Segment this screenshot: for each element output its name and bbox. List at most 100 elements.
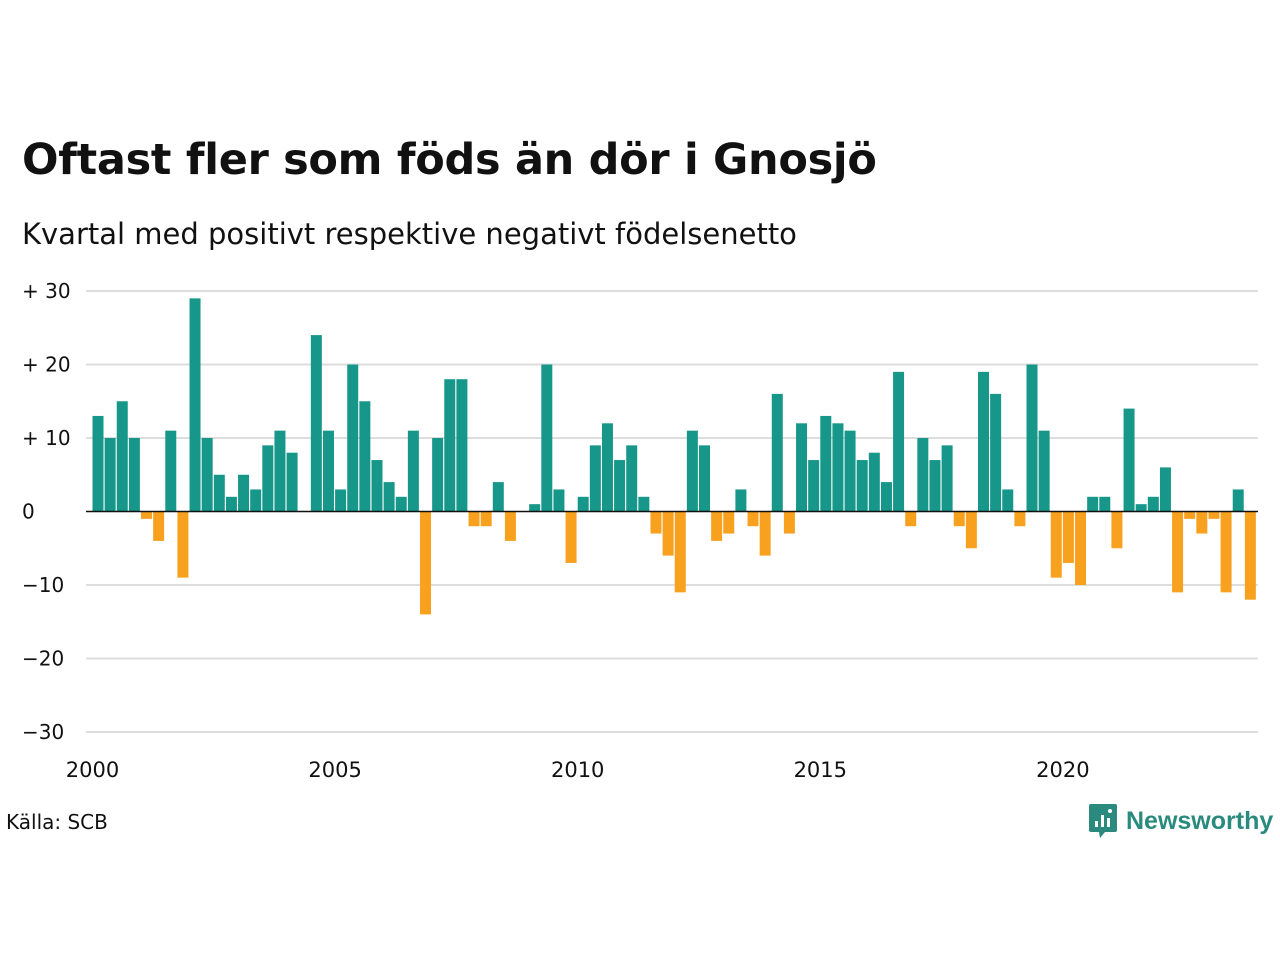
bar <box>905 511 917 527</box>
bar <box>977 371 989 512</box>
y-tick-label: −30 <box>22 720 64 744</box>
bar <box>796 423 808 512</box>
bar <box>565 511 577 563</box>
bar <box>1123 408 1135 512</box>
bar <box>432 438 444 512</box>
bar <box>662 511 674 556</box>
bar <box>468 511 480 527</box>
bar <box>213 474 225 512</box>
bar <box>1172 511 1184 593</box>
bar <box>808 460 820 512</box>
bar <box>941 445 953 512</box>
bar <box>1050 511 1062 578</box>
bar-chart: + 30+ 20+ 100−10−20−30 2000 2005 2010 2015 2… <box>22 279 1258 782</box>
bar <box>310 335 322 512</box>
bar <box>1244 511 1256 600</box>
bar <box>711 511 723 541</box>
bar <box>128 438 140 512</box>
bar <box>917 438 929 512</box>
bar <box>116 401 128 512</box>
bar <box>383 482 395 512</box>
bar <box>529 504 541 512</box>
bar <box>1135 504 1147 512</box>
bar <box>322 430 334 512</box>
bar <box>1111 511 1123 549</box>
bar <box>880 482 892 512</box>
x-tick-label: 2020 <box>1036 758 1089 782</box>
bar <box>153 511 165 541</box>
bar <box>1099 496 1111 512</box>
bar <box>868 452 880 512</box>
bar <box>541 364 553 512</box>
bar <box>614 460 626 512</box>
y-tick-label: + 10 <box>22 426 71 450</box>
bar <box>201 438 213 512</box>
bar <box>480 511 492 527</box>
bar <box>504 511 516 541</box>
bar <box>844 430 856 512</box>
bar <box>832 423 844 512</box>
bars <box>92 298 1256 615</box>
bar <box>723 511 735 534</box>
bar <box>674 511 686 593</box>
bar <box>177 511 189 578</box>
x-tick-label: 2010 <box>551 758 604 782</box>
bar <box>929 460 941 512</box>
bar <box>783 511 795 534</box>
bar <box>1075 511 1087 585</box>
bar <box>407 430 419 512</box>
newsworthy-brand-name: Newsworthy <box>1126 806 1274 835</box>
bar <box>686 430 698 512</box>
bar <box>1014 511 1026 527</box>
bar <box>1062 511 1074 563</box>
bar <box>553 489 565 512</box>
bar <box>771 393 783 512</box>
bar <box>347 364 359 512</box>
bar <box>990 393 1002 512</box>
x-tick-label: 2005 <box>308 758 361 782</box>
bar <box>335 489 347 512</box>
bar <box>141 511 153 519</box>
chart-title: Oftast fler som föds än dör i Gnosjö <box>22 135 877 185</box>
bar <box>589 445 601 512</box>
bar <box>1147 496 1159 512</box>
bar <box>225 496 237 512</box>
bar <box>747 511 759 527</box>
bar <box>1220 511 1232 593</box>
bar <box>274 430 286 512</box>
bar <box>1087 496 1099 512</box>
bar <box>420 511 432 615</box>
newsworthy-logo-icon <box>1089 804 1117 838</box>
x-tick-label: 2000 <box>66 758 119 782</box>
bar <box>165 430 177 512</box>
bar <box>492 482 504 512</box>
bar <box>856 460 868 512</box>
bar <box>965 511 977 549</box>
bar <box>735 489 747 512</box>
bar <box>250 489 262 512</box>
bar <box>1232 489 1244 512</box>
bar <box>1159 467 1171 512</box>
bar <box>359 401 371 512</box>
bar <box>1184 511 1196 519</box>
bar <box>286 452 298 512</box>
y-tick-label: 0 <box>22 500 35 524</box>
bar <box>1208 511 1220 519</box>
bar <box>104 438 116 512</box>
bar <box>699 445 710 512</box>
y-tick-label: −10 <box>22 573 64 597</box>
bar <box>820 415 832 512</box>
bar <box>953 511 965 527</box>
bar <box>1038 430 1050 512</box>
bar <box>601 423 613 512</box>
bar <box>1196 511 1208 534</box>
bar <box>371 460 383 512</box>
bar <box>262 445 274 512</box>
bar <box>577 496 589 512</box>
x-axis-labels: 2000 2005 2010 2015 2020 <box>66 758 1090 782</box>
newsworthy-logo[interactable]: Newsworthy <box>1088 803 1273 839</box>
bar <box>189 298 201 512</box>
bar <box>626 445 638 512</box>
bar <box>92 415 104 512</box>
y-axis-labels: + 30 + 20 + 10 0 −10 −20 −30 <box>22 279 71 744</box>
